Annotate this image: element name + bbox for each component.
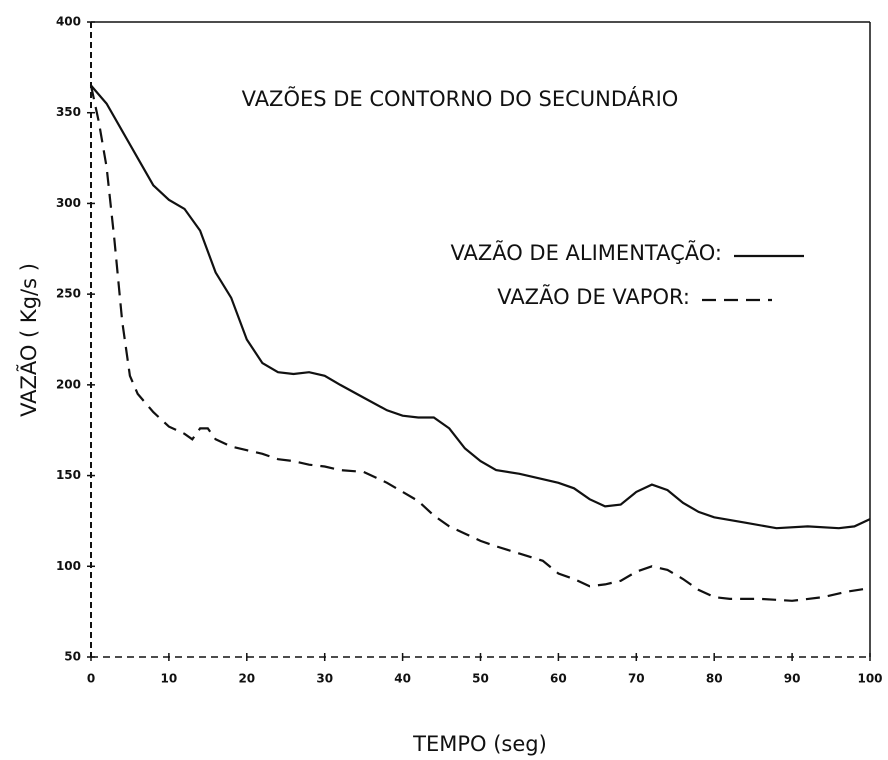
legend-label: VAZÃO DE ALIMENTAÇÃO: (450, 239, 722, 265)
x-tick-label: 50 (472, 672, 489, 686)
data-line (90, 84, 871, 530)
x-tick-label: 10 (161, 672, 178, 686)
y-tick-label: 350 (56, 105, 81, 119)
data-line (89, 85, 871, 602)
x-tick-label: 20 (238, 672, 255, 686)
y-tick-label: 50 (64, 650, 81, 664)
legend-label: VAZÃO DE VAPOR: (497, 283, 690, 309)
x-tick-label: 40 (394, 672, 411, 686)
y-tick-label: 250 (56, 287, 81, 301)
x-tick-label: 80 (706, 672, 723, 686)
y-tick-label: 300 (56, 196, 81, 210)
x-tick-label: 100 (857, 672, 882, 686)
x-tick-label: 90 (784, 672, 801, 686)
y-tick-label: 100 (56, 559, 81, 573)
x-tick-label: 0 (87, 672, 95, 686)
y-tick-label: 400 (56, 15, 81, 29)
y-tick-label: 200 (56, 377, 81, 391)
x-tick-label: 70 (628, 672, 645, 686)
x-tick-label: 30 (316, 672, 333, 686)
x-tick-label: 60 (550, 672, 567, 686)
x-axis-label: TEMPO (seg) (412, 732, 547, 756)
y-tick-label: 150 (56, 468, 81, 482)
chart-title: VAZÕES DE CONTORNO DO SECUNDÁRIO (242, 85, 679, 111)
y-axis-label: VAZÃO ( Kg/s ) (15, 263, 41, 417)
